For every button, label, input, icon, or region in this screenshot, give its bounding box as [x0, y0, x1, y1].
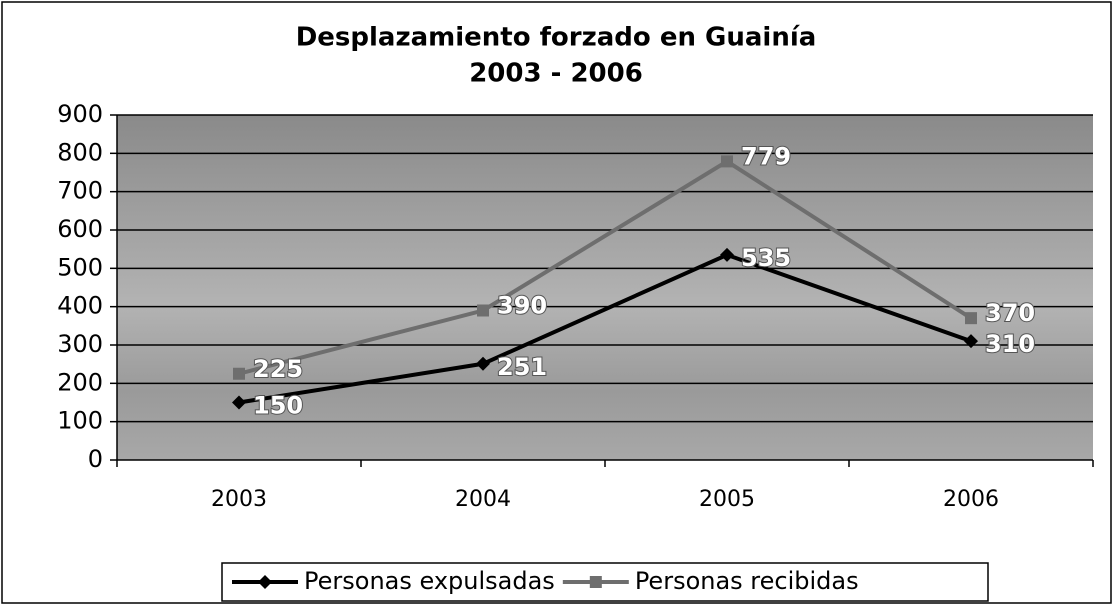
chart-subtitle: 2003 - 2006 — [469, 59, 643, 89]
y-tick-label: 0 — [88, 445, 103, 473]
point — [721, 155, 733, 168]
y-tick-label: 100 — [57, 407, 103, 435]
x-tick-label: 2004 — [455, 487, 511, 512]
y-tick-label: 600 — [57, 215, 103, 243]
point — [720, 247, 734, 262]
x-tick-label: 2005 — [699, 487, 755, 512]
data-label: 251 — [497, 353, 547, 381]
legend-label: Personas recibidas — [635, 567, 859, 595]
data-label: 390 — [497, 292, 547, 320]
legend-marker — [589, 576, 602, 588]
y-tick-label: 500 — [57, 253, 103, 281]
chart-title: Desplazamiento forzado en Guainía — [296, 23, 817, 53]
y-tick-label: 200 — [57, 368, 103, 396]
data-label: 310 — [985, 330, 1035, 358]
data-label: 370 — [985, 299, 1035, 327]
legend-label: Personas expulsadas — [304, 567, 555, 595]
point — [232, 395, 246, 410]
point — [233, 367, 245, 380]
series-line — [238, 252, 972, 405]
legend-marker — [258, 575, 272, 589]
plot-area — [117, 115, 1093, 460]
point — [477, 304, 489, 317]
point — [476, 356, 490, 371]
series-line — [238, 159, 973, 376]
x-tick-label: 2006 — [943, 487, 999, 512]
y-tick-label: 700 — [57, 177, 103, 205]
y-tick-label: 800 — [57, 138, 103, 166]
y-tick-label: 400 — [57, 292, 103, 320]
point — [964, 334, 978, 349]
data-label: 225 — [253, 355, 303, 383]
x-tick-label: 2003 — [211, 487, 267, 512]
data-label: 779 — [741, 142, 791, 170]
y-tick-label: 900 — [57, 100, 103, 128]
y-tick-label: 300 — [57, 330, 103, 358]
data-label: 150 — [253, 392, 303, 420]
data-label: 535 — [741, 244, 791, 272]
point — [965, 312, 977, 325]
